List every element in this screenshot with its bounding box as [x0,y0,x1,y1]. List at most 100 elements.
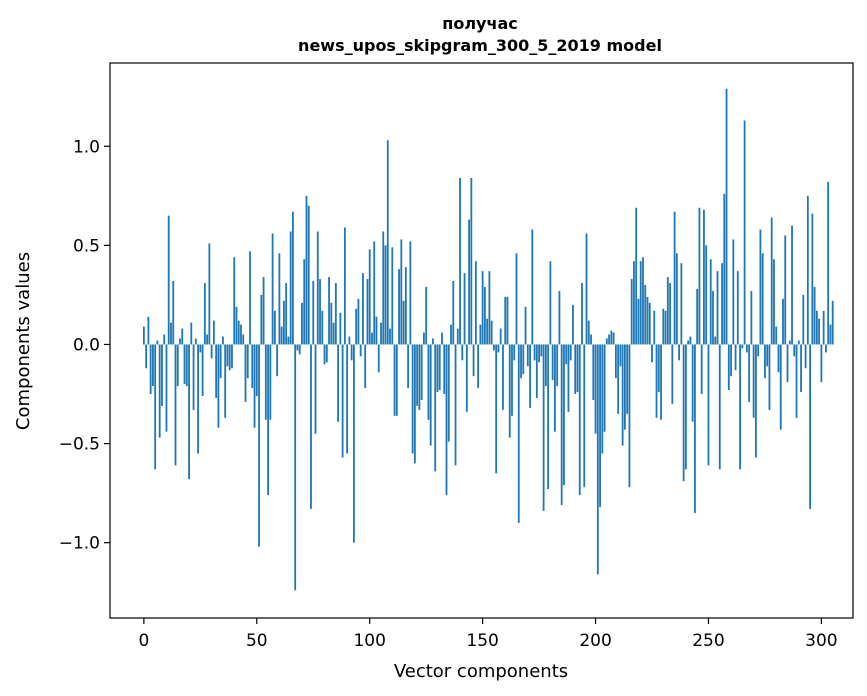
bar-202 [599,344,601,507]
bar-53 [262,277,265,345]
bar-264 [739,344,741,470]
bar-37 [226,344,229,367]
bar-268 [748,344,751,402]
bar-175 [538,344,540,363]
bar-259 [727,344,730,391]
bar-199 [592,344,595,400]
bar-61 [280,326,283,345]
bar-231 [664,310,667,345]
bar-79 [321,310,324,345]
x-tick-label: 200 [579,631,611,651]
bar-143 [465,344,468,412]
bar-112 [395,344,398,416]
bar-253 [714,336,717,345]
bar-299 [818,318,821,345]
x-tick-label: 50 [246,631,268,651]
bar-302 [825,344,827,353]
bar-85 [334,283,337,345]
bar-93 [353,344,355,543]
bar-193 [578,344,581,496]
bar-201 [596,344,599,575]
bar-123 [420,344,423,400]
bar-51 [258,344,260,547]
bar-45 [244,344,247,402]
bar-41 [235,306,238,345]
bar-300 [820,344,823,383]
bar-184 [558,290,561,345]
bar-260 [730,344,732,377]
bar-291 [800,344,802,393]
bar-219 [637,298,640,345]
bar-11 [167,215,170,345]
bar-223 [646,296,649,345]
bar-303 [827,181,830,345]
bar-20 [188,344,190,480]
bar-113 [398,269,400,345]
bar-294 [806,195,809,345]
bar-47 [249,251,251,345]
bar-232 [666,277,669,345]
bar-150 [481,271,484,345]
bar-192 [576,344,579,393]
bar-281 [777,344,780,373]
bar-160 [504,296,507,345]
bar-159 [502,344,504,410]
bar-68 [296,344,299,351]
bar-132 [441,332,443,345]
bar-29 [208,243,211,345]
bar-220 [639,261,642,345]
bar-5 [154,344,157,470]
bar-149 [479,324,482,345]
bar-28 [206,334,209,345]
bar-57 [271,233,274,345]
bar-83 [330,302,333,345]
bar-258 [725,88,728,345]
bar-105 [380,322,382,345]
bar-204 [603,344,606,432]
y-tick-label: −1.0 [59,534,100,554]
bar-173 [533,344,536,361]
bar-218 [635,207,638,345]
bar-32 [215,344,218,398]
bar-227 [655,344,658,418]
bar-14 [174,344,177,466]
bar-234 [671,344,674,404]
bar-114 [400,239,403,345]
bar-134 [445,344,448,496]
bar-138 [454,344,457,466]
bar-42 [237,320,240,345]
bar-49 [253,344,256,428]
bar-265 [741,344,744,349]
bar-69 [298,344,301,355]
y-tick-label: −0.5 [59,435,100,455]
bar-273 [759,229,762,345]
bar-257 [723,193,726,345]
bar-243 [691,344,694,422]
bar-102 [373,241,376,345]
bar-144 [468,219,470,345]
bar-120 [413,344,416,464]
bar-213 [624,344,626,430]
bar-214 [626,344,629,414]
x-axis-label: Vector components [394,661,568,682]
bar-77 [316,231,319,345]
bar-290 [797,340,800,345]
bar-2 [147,316,150,345]
bar-97 [362,273,364,345]
bar-118 [409,241,412,345]
bar-239 [682,344,685,482]
bar-221 [642,257,644,345]
bar-235 [673,211,676,345]
bar-18 [183,344,186,385]
bar-148 [477,344,480,389]
bar-107 [384,245,387,345]
bar-162 [508,344,511,438]
bar-211 [619,344,622,367]
bar-250 [707,344,710,466]
bar-165 [515,253,518,345]
bar-44 [242,334,245,345]
bar-171 [529,344,531,408]
bar-109 [389,328,391,345]
bar-95 [357,298,360,345]
